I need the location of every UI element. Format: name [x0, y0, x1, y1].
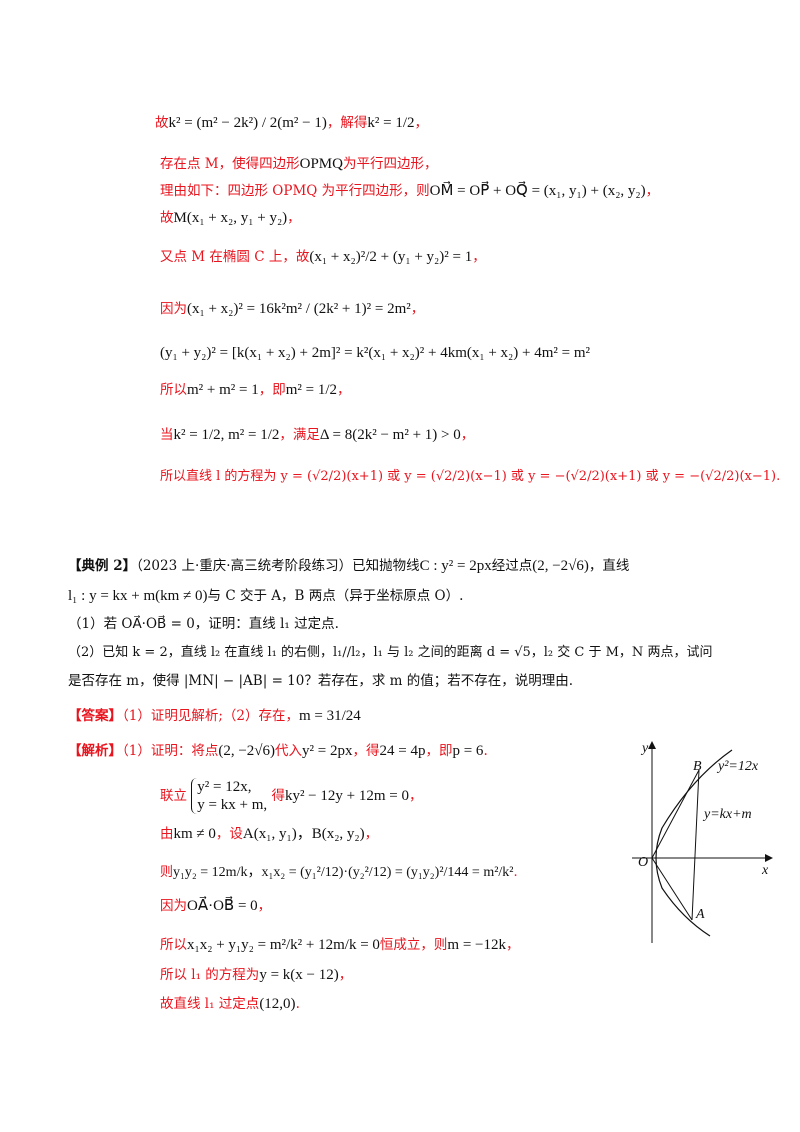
analysis-line-5: 因为OA⃗·OB⃗ = 0， [160, 898, 272, 914]
solution-line-9: 当k² = 1/2, m² = 1/2，满足Δ = 8(2k² − m² + 1… [160, 427, 475, 443]
analysis-line-8: 故直线 l₁ 过定点(12,0). [160, 996, 300, 1012]
solution-line-5: 又点 M 在椭圆 C 上，故(x₁ + x₂)²/2 + (y₁ + y₂)² … [160, 249, 486, 265]
label-b: B [693, 759, 702, 774]
parabola-curve [655, 749, 733, 937]
curve-label: y²=12x [716, 759, 759, 774]
solution-line-3: 理由如下：四边形 OPMQ 为平行四边形，则OM⃗ = OP⃗ + OQ⃗ = … [160, 183, 660, 199]
example-2-line-2: l₁ : y = kx + m(km ≠ 0)与 C 交于 A，B 两点（异于坐… [68, 588, 464, 604]
solution-line-2: 存在点 M，使得四边形OPMQ为平行四边形， [160, 156, 438, 172]
label-y: y [640, 741, 649, 756]
line-label: y=kx+m [702, 807, 752, 822]
chord-oa [651, 857, 693, 921]
solution-line-10: 所以直线 l 的方程为 y = (√2/2)(x+1) 或 y = (√2/2)… [160, 469, 781, 484]
analysis-line-2: 联立 y² = 12x, y = kx + m, 得ky² − 12y + 12… [160, 778, 423, 814]
analysis-line-4: 则y₁y₂ = 12m/k，x₁x₂ = (y₁²/12)·(y₂²/12) =… [160, 865, 518, 880]
example-2-question-2a: （2）已知 k = 2，直线 l₂ 在直线 l₁ 的右侧，l₁//l₂，l₁ 与… [68, 645, 713, 660]
example-2-question-2b: 是否存在 m，使得 |MN| − |AB| = 10？若存在，求 m 的值；若不… [68, 673, 574, 689]
solution-line-7: (y₁ + y₂)² = [k(x₁ + x₂) + 2m]² = k²(x₁ … [160, 345, 591, 361]
example-2-heading: 【典例 2】（2023 上·重庆·高三统考阶段练习）已知抛物线C : y² = … [68, 558, 630, 574]
parabola-figure: y x O B A y²=12x y=kx+m [632, 741, 773, 943]
label-x: x [761, 863, 769, 878]
line-ab [691, 769, 700, 921]
solution-line-8: 所以m² + m² = 1，即m² = 1/2， [160, 382, 351, 398]
solution-line-4: 故M(x₁ + x₂, y₁ + y₂)， [160, 210, 301, 226]
chord-ob [651, 769, 700, 859]
analysis-line-7: 所以 l₁ 的方程为y = k(x − 12)， [160, 967, 353, 983]
answer-line: 【答案】（1）证明见解析;（2）存在，m = 31/24 [68, 708, 361, 724]
solution-line-6: 因为(x₁ + x₂)² = 16k²m² / (2k² + 1)² = 2m²… [160, 301, 425, 317]
analysis-line-6: 所以x₁x₂ + y₁y₂ = m²/k² + 12m/k = 0恒成立，则m … [160, 937, 520, 953]
label-a: A [695, 907, 705, 922]
analysis-line-1: 【解析】（1）证明：将点(2, −2√6)代入y² = 2px，得24 = 4p… [68, 743, 488, 759]
equation-system: y² = 12x, y = kx + m, [191, 778, 267, 814]
label-o: O [638, 855, 648, 870]
solution-line-1: 故k² = (m² − 2k²) / 2(m² − 1)，解得k² = 1/2， [155, 115, 428, 131]
analysis-line-3: 由km ≠ 0，设A(x₁, y₁)，B(x₂, y₂)， [160, 826, 379, 842]
example-2-question-1: （1）若 OA⃗·OB⃗ = 0，证明：直线 l₁ 过定点. [68, 616, 339, 632]
